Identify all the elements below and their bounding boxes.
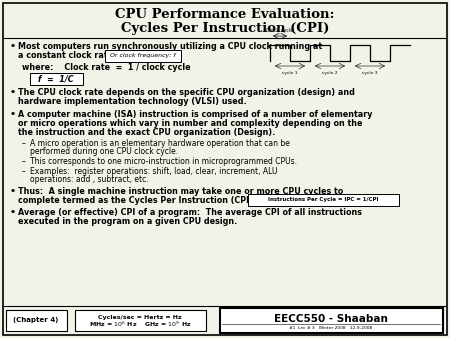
Text: complete termed as the Cycles Per Instruction (CPI).: complete termed as the Cycles Per Instru…: [18, 196, 256, 205]
FancyBboxPatch shape: [30, 72, 82, 84]
Text: Clock cycle: Clock cycle: [266, 28, 293, 33]
Text: Or clock frequency: f: Or clock frequency: f: [110, 53, 176, 58]
Text: where:    Clock rate  =  1 / clock cycle: where: Clock rate = 1 / clock cycle: [22, 63, 191, 72]
Text: cycle 1: cycle 1: [282, 71, 298, 75]
Text: Instructions Per Cycle = IPC = 1/CPI: Instructions Per Cycle = IPC = 1/CPI: [268, 197, 378, 202]
Text: •: •: [10, 110, 16, 119]
Text: •: •: [10, 208, 16, 217]
FancyBboxPatch shape: [5, 310, 67, 331]
Text: •: •: [10, 187, 16, 196]
Text: •: •: [10, 88, 16, 97]
Text: hardware implementation technology (VLSI) used.: hardware implementation technology (VLSI…: [18, 97, 247, 106]
FancyBboxPatch shape: [248, 193, 399, 206]
Text: A micro operation is an elementary hardware operation that can be: A micro operation is an elementary hardw…: [30, 139, 290, 148]
FancyBboxPatch shape: [75, 310, 206, 331]
Text: EECC550 - Shaaban: EECC550 - Shaaban: [274, 314, 388, 324]
FancyBboxPatch shape: [220, 308, 442, 333]
Text: #1  Lec # 3   Winter 2008   12-9-2008: #1 Lec # 3 Winter 2008 12-9-2008: [289, 326, 373, 330]
Text: or micro operations which vary in number and complexity depending on the: or micro operations which vary in number…: [18, 119, 363, 128]
Text: Most computers run synchronously utilizing a CPU clock running at: Most computers run synchronously utilizi…: [18, 42, 322, 51]
Text: MHz = $10^6$ Hz    GHz = $10^9$ Hz: MHz = $10^6$ Hz GHz = $10^9$ Hz: [89, 320, 191, 329]
Text: operations: add , subtract, etc.: operations: add , subtract, etc.: [30, 175, 148, 184]
Text: (Chapter 4): (Chapter 4): [14, 317, 58, 323]
Text: f  =  1/C: f = 1/C: [38, 74, 74, 83]
Text: CPU Performance Evaluation:: CPU Performance Evaluation:: [115, 8, 335, 21]
Text: –: –: [22, 139, 26, 148]
Text: This corresponds to one micro-instruction in microprogrammed CPUs.: This corresponds to one micro-instructio…: [30, 157, 297, 166]
Text: •: •: [10, 42, 16, 51]
Text: cycle 2: cycle 2: [322, 71, 338, 75]
FancyBboxPatch shape: [104, 49, 180, 62]
Text: A computer machine (ISA) instruction is comprised of a number of elementary: A computer machine (ISA) instruction is …: [18, 110, 373, 119]
Text: Thus:  A single machine instruction may take one or more CPU cycles to: Thus: A single machine instruction may t…: [18, 187, 343, 196]
FancyBboxPatch shape: [3, 3, 447, 335]
Text: a constant clock rate:: a constant clock rate:: [18, 51, 117, 60]
Text: Cycles/sec = Hertz = Hz: Cycles/sec = Hertz = Hz: [98, 314, 182, 319]
Text: Average (or effective) CPI of a program:  The average CPI of all instructions: Average (or effective) CPI of a program:…: [18, 208, 362, 217]
Text: Cycles Per Instruction (CPI): Cycles Per Instruction (CPI): [121, 22, 329, 35]
Text: –: –: [22, 167, 26, 176]
Text: Examples:  register operations: shift, load, clear, increment, ALU: Examples: register operations: shift, lo…: [30, 167, 278, 176]
Text: the instruction and the exact CPU organization (Design).: the instruction and the exact CPU organi…: [18, 128, 275, 137]
Text: cycle 3: cycle 3: [362, 71, 378, 75]
Text: –: –: [22, 157, 26, 166]
Text: The CPU clock rate depends on the specific CPU organization (design) and: The CPU clock rate depends on the specif…: [18, 88, 355, 97]
Text: executed in the program on a given CPU design.: executed in the program on a given CPU d…: [18, 217, 237, 226]
Text: performed during one CPU clock cycle.: performed during one CPU clock cycle.: [30, 147, 178, 156]
